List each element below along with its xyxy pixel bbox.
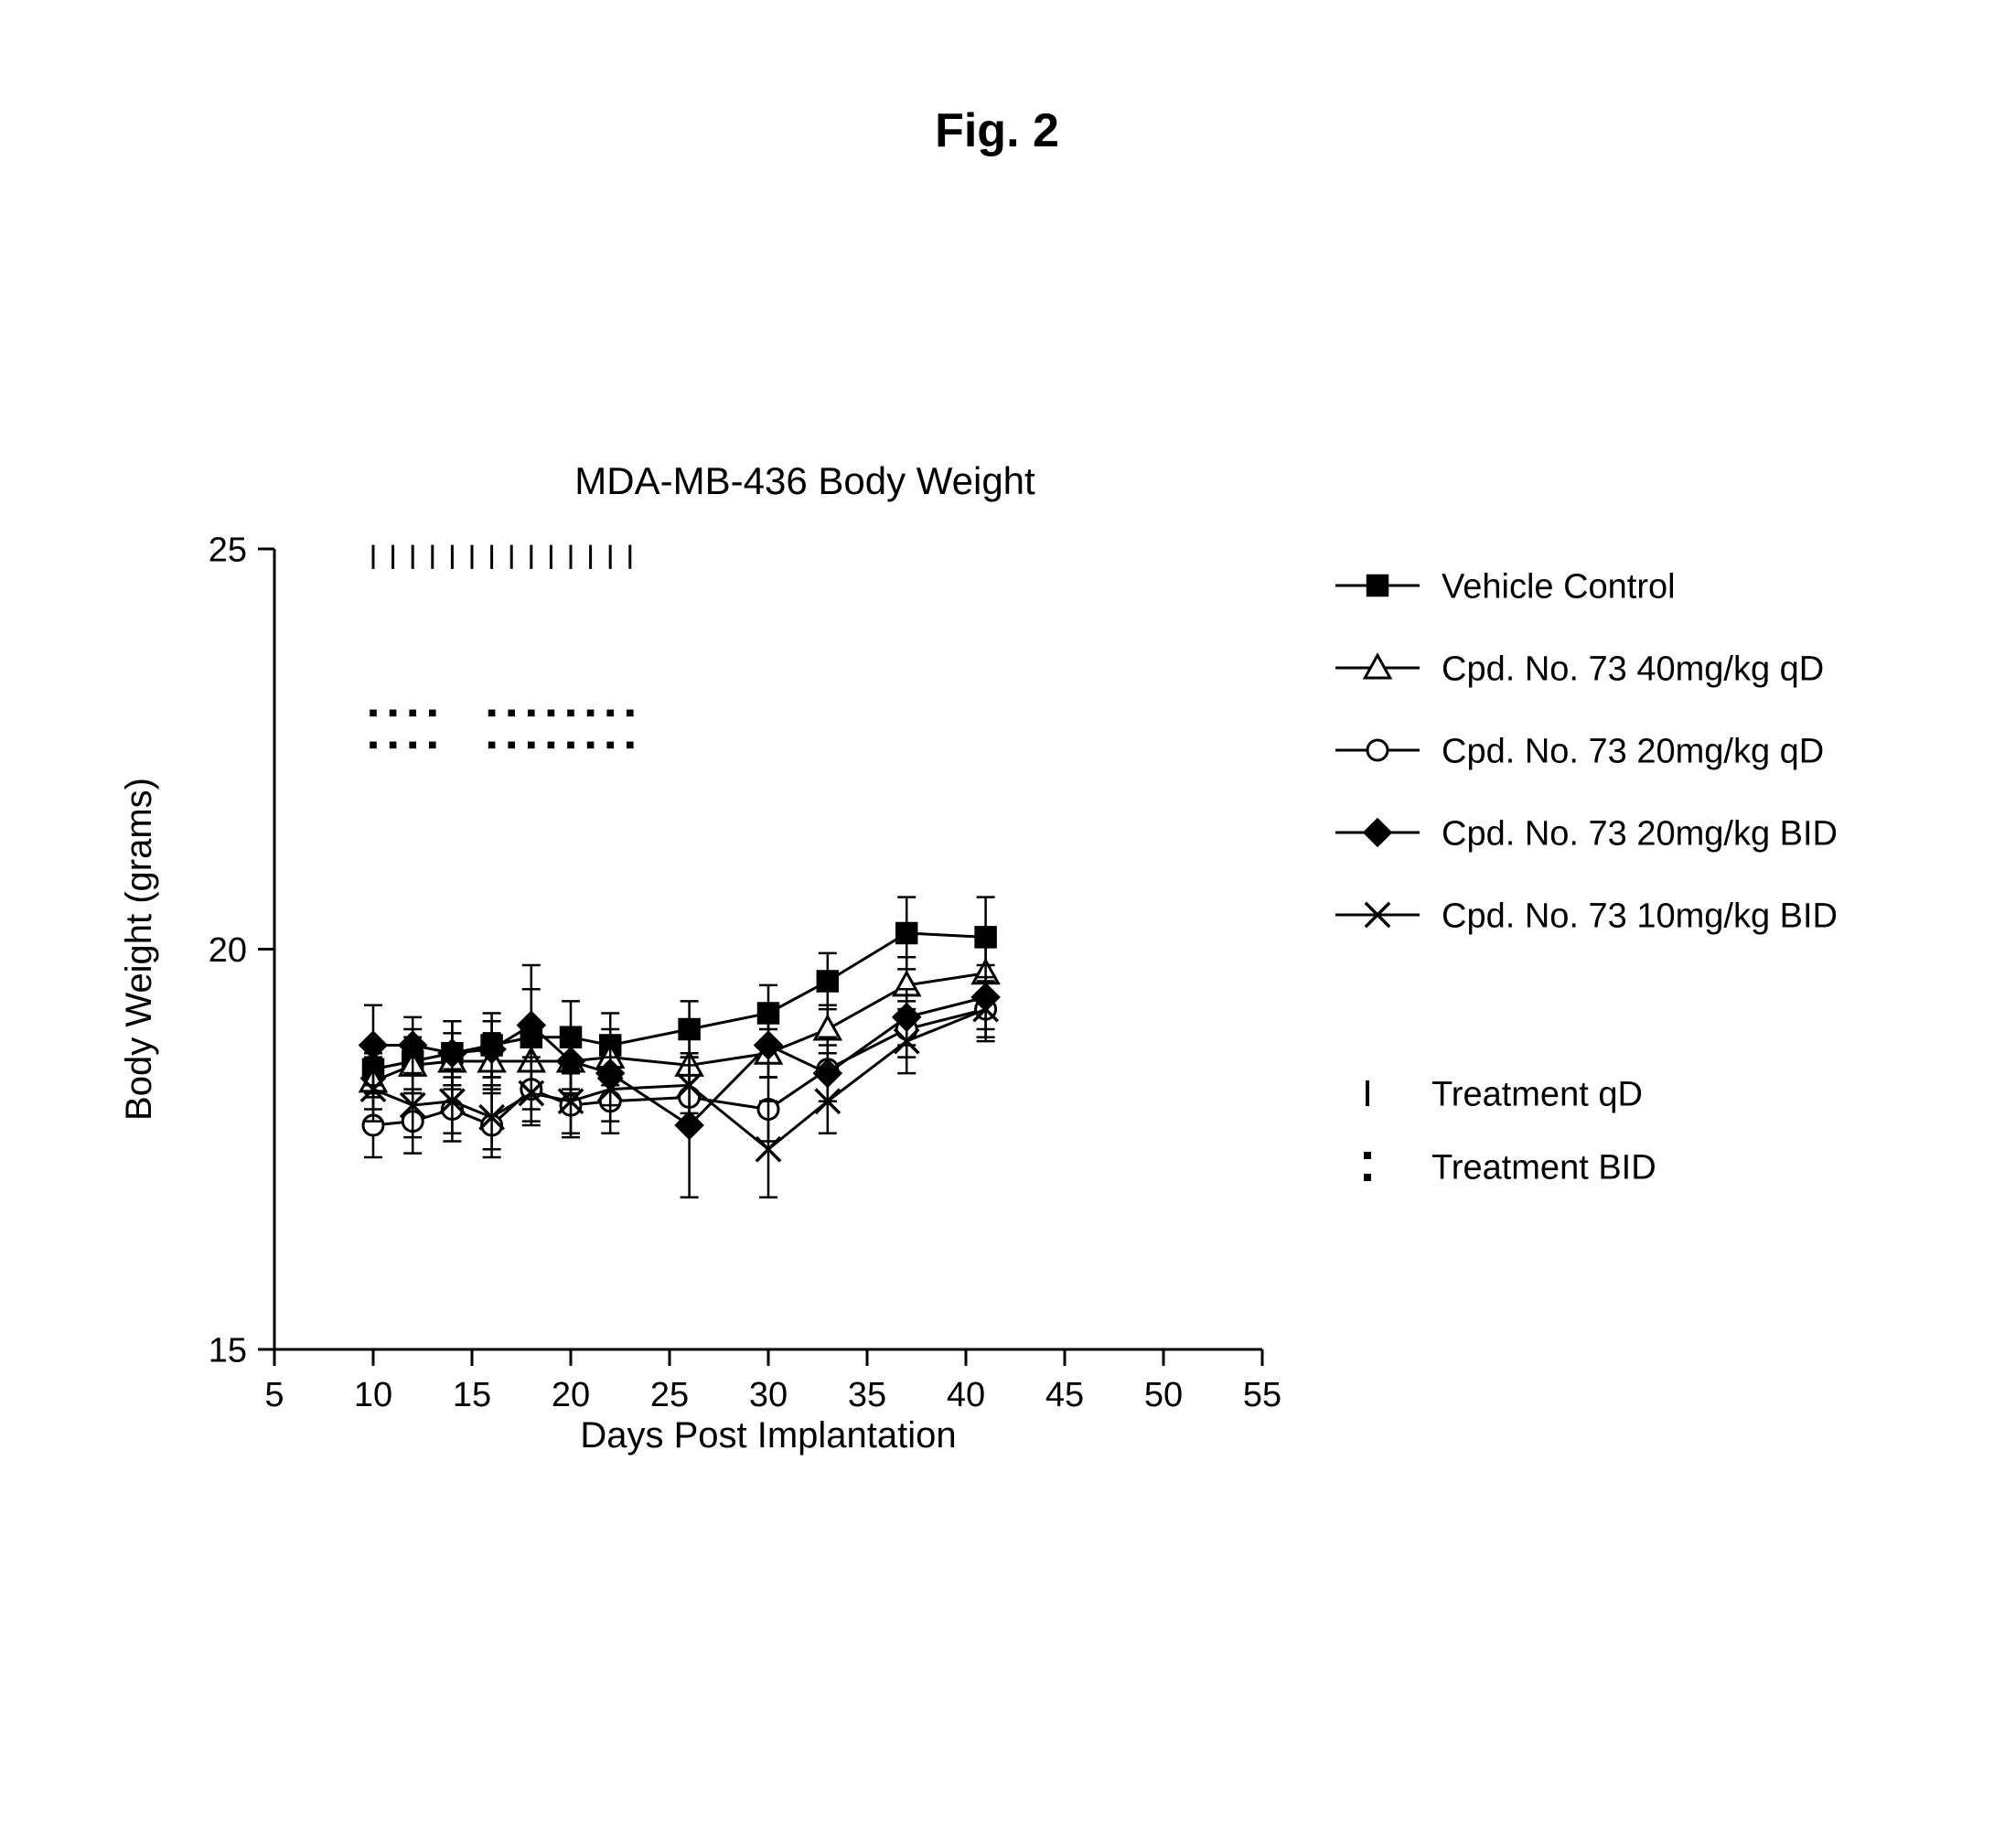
treatment-bid-dot [409, 742, 416, 749]
treatment-bid-dot [409, 710, 416, 717]
treatment-bid-dot [429, 742, 436, 749]
x-tick-label: 40 [947, 1376, 985, 1414]
legend-treatment-bid-icon [1364, 1174, 1371, 1181]
treatment-bid-dot [567, 742, 574, 749]
treatment-bid-dot [548, 710, 555, 717]
treatment-bid-dot [606, 710, 614, 717]
x-tick-label: 45 [1045, 1376, 1084, 1414]
y-tick-label: 20 [209, 931, 247, 970]
treatment-bid-dot [508, 742, 515, 749]
legend-label: Cpd. No. 73 10mg/kg BID [1442, 897, 1838, 935]
treatment-bid-dot [567, 710, 574, 717]
series-line [373, 933, 986, 1069]
x-tick-label: 5 [264, 1376, 284, 1414]
treatment-bid-dot [528, 742, 535, 749]
chart-title: MDA-MB-436 Body Weight [574, 459, 1035, 502]
treatment-bid-dot [528, 710, 535, 717]
legend-item [1335, 903, 1420, 927]
x-tick-label: 25 [650, 1376, 689, 1414]
y-tick-label: 25 [209, 531, 247, 569]
x-axis-label: Days Post Implantation [580, 1415, 956, 1456]
x-tick-label: 30 [749, 1376, 788, 1414]
treatment-bid-dot [627, 742, 634, 749]
series [361, 977, 998, 1198]
treatment-bid-dot [370, 742, 377, 749]
figure-svg: Fig. 2 MDA-MB-436 Body Weight 15 20 25 5 10 15 2… [0, 0, 1994, 1848]
legend-item [1335, 740, 1420, 760]
legend-item [1335, 655, 1420, 678]
y-axis-label: Body Weight (grams) [119, 778, 159, 1121]
treatment-bid-dot [488, 742, 496, 749]
series [359, 965, 999, 1198]
x-tick-label: 55 [1243, 1376, 1281, 1414]
treatment-bid-dot [390, 742, 397, 749]
treatment-bid-dot [587, 710, 595, 717]
legend-item [1335, 575, 1420, 596]
x-tick-label: 50 [1144, 1376, 1183, 1414]
figure-label: Fig. 2 [935, 104, 1059, 157]
legend-item [1335, 819, 1420, 846]
treatment-bid-dot [606, 742, 614, 749]
legend-treatment-bid-icon [1364, 1152, 1371, 1159]
treatment-bid-dot [627, 710, 634, 717]
legend-label: Cpd. No. 73 40mg/kg qD [1442, 650, 1824, 688]
x-tick-label: 20 [552, 1376, 590, 1414]
treatment-bid-dot [370, 710, 377, 717]
treatment-bid-dot [429, 710, 436, 717]
y-tick-label: 15 [209, 1331, 247, 1370]
treatment-bid-dot [488, 710, 496, 717]
treatment-bid-dot [508, 710, 515, 717]
x-tick-label: 10 [354, 1376, 392, 1414]
x-tick-label: 15 [453, 1376, 491, 1414]
treatment-bid-dot [390, 710, 397, 717]
x-tick-label: 35 [848, 1376, 886, 1414]
legend-label: Cpd. No. 73 20mg/kg qD [1442, 732, 1824, 770]
legend-label: Vehicle Control [1442, 567, 1676, 606]
legend-treatment-qd-label: Treatment qD [1431, 1075, 1643, 1113]
treatment-bid-dot [548, 742, 555, 749]
page: Fig. 2 MDA-MB-436 Body Weight 15 20 25 5 10 15 2… [0, 0, 1994, 1848]
legend-treatment-bid-label: Treatment BID [1431, 1148, 1656, 1187]
legend-label: Cpd. No. 73 20mg/kg BID [1442, 814, 1838, 853]
treatment-bid-dot [587, 742, 595, 749]
